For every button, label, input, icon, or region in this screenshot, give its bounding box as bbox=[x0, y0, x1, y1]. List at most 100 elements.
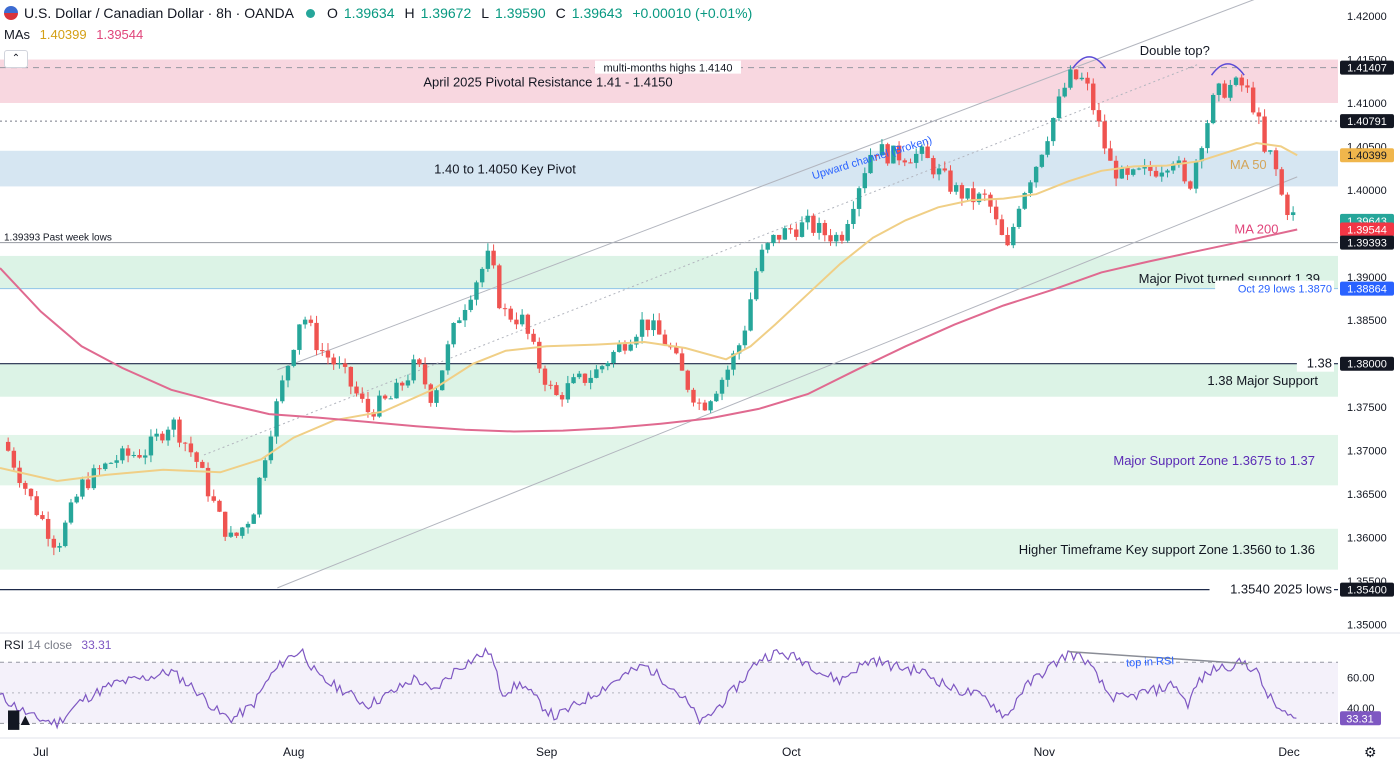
candle bbox=[108, 462, 114, 464]
gear-icon[interactable]: ⚙ bbox=[1364, 744, 1377, 760]
collapse-legend-button[interactable]: ⌃ bbox=[4, 50, 28, 68]
level-label: 1.39393 Past week lows bbox=[4, 233, 112, 244]
candle-body bbox=[91, 468, 97, 489]
candle-body bbox=[594, 369, 599, 378]
candle-body bbox=[559, 395, 565, 400]
candle bbox=[1062, 82, 1067, 98]
candle-body bbox=[103, 463, 108, 470]
candle bbox=[953, 182, 959, 195]
candle bbox=[594, 365, 599, 379]
candle bbox=[434, 387, 439, 407]
candle-body bbox=[508, 308, 513, 320]
candle-body bbox=[314, 322, 319, 351]
chart-annotation: MA 200 bbox=[1234, 221, 1278, 236]
candle bbox=[885, 142, 890, 166]
time-tick-label: Jul bbox=[33, 745, 48, 759]
candle bbox=[308, 315, 314, 327]
candle-body bbox=[1148, 165, 1153, 171]
candle-body bbox=[862, 173, 868, 189]
candle bbox=[1268, 150, 1273, 155]
candle-body bbox=[1028, 182, 1033, 194]
candle bbox=[588, 370, 593, 390]
candle-body bbox=[816, 222, 822, 233]
zone-label: Higher Timeframe Key support Zone 1.3560… bbox=[1019, 542, 1315, 557]
rsi-legend[interactable]: RSI 14 close 33.31 bbox=[4, 638, 111, 652]
price-tick-label: 1.38500 bbox=[1347, 315, 1387, 327]
candle-body bbox=[388, 398, 393, 400]
candle bbox=[371, 409, 376, 421]
candle-body bbox=[742, 330, 748, 346]
price-tag-label: 1.40399 bbox=[1347, 150, 1387, 162]
candle bbox=[1011, 223, 1016, 249]
price-tag bbox=[1340, 222, 1394, 237]
candle bbox=[645, 319, 650, 337]
candle-body bbox=[1239, 77, 1244, 86]
candle bbox=[262, 456, 268, 482]
candle-body bbox=[914, 153, 919, 163]
candle bbox=[400, 381, 405, 391]
channel-midline bbox=[203, 63, 1200, 456]
candle bbox=[936, 163, 942, 181]
rsi-line bbox=[0, 646, 1297, 730]
candle bbox=[919, 144, 925, 161]
price-tick-label: 1.37500 bbox=[1347, 402, 1387, 414]
candle-body bbox=[537, 341, 542, 369]
candle bbox=[725, 365, 730, 387]
candle-body bbox=[776, 234, 782, 240]
candle-body bbox=[1011, 226, 1016, 246]
candle bbox=[856, 186, 862, 217]
candle-body bbox=[856, 188, 862, 209]
candle bbox=[1176, 156, 1182, 168]
candle bbox=[114, 454, 119, 468]
price-tick-label: 1.42000 bbox=[1347, 11, 1387, 23]
moving-averages-legend[interactable]: MAs 1.40399 1.39544 bbox=[4, 27, 143, 42]
candle-body bbox=[571, 377, 576, 384]
candle-body bbox=[28, 488, 34, 497]
candle bbox=[165, 426, 171, 446]
candle-body bbox=[794, 229, 799, 237]
candle bbox=[862, 167, 868, 194]
candle bbox=[422, 357, 428, 389]
candle-body bbox=[228, 532, 234, 537]
candle-body bbox=[771, 234, 776, 244]
candle-body bbox=[485, 250, 491, 269]
candle-body bbox=[1245, 85, 1250, 88]
candle bbox=[491, 244, 496, 269]
candle-body bbox=[1045, 141, 1050, 155]
open-value: 1.39634 bbox=[343, 5, 395, 21]
candle-body bbox=[342, 363, 348, 367]
symbol-title[interactable]: U.S. Dollar / Canadian Dollar · 8h · OAN… bbox=[24, 5, 294, 21]
candle bbox=[331, 353, 336, 370]
candle bbox=[1108, 140, 1113, 161]
candle-body bbox=[999, 219, 1005, 235]
rsi-divergence-line bbox=[1068, 650, 1249, 665]
candle bbox=[1228, 79, 1233, 102]
candle bbox=[325, 343, 331, 365]
candle bbox=[685, 369, 690, 393]
candle bbox=[457, 317, 462, 324]
price-tag-label: 1.38000 bbox=[1347, 359, 1387, 371]
candle-body bbox=[719, 379, 725, 394]
rsi-value-tag bbox=[1340, 711, 1381, 726]
candle bbox=[320, 343, 325, 356]
candle bbox=[999, 214, 1005, 236]
high-label: H bbox=[404, 5, 415, 21]
candle bbox=[451, 322, 456, 348]
candle-body bbox=[320, 350, 325, 352]
candle bbox=[879, 139, 885, 156]
candle-body bbox=[171, 419, 176, 430]
price-tag-label: 1.39393 bbox=[1347, 238, 1387, 250]
candle bbox=[514, 312, 519, 330]
tradingview-logo-icon[interactable]: █▲ bbox=[8, 712, 33, 729]
candle bbox=[657, 313, 662, 335]
candle-body bbox=[953, 185, 959, 192]
zone-band bbox=[0, 434, 1338, 486]
candle-body bbox=[1279, 169, 1284, 195]
candle-body bbox=[1102, 121, 1107, 149]
candle bbox=[1045, 136, 1050, 158]
candle-body bbox=[445, 344, 451, 371]
candle bbox=[993, 200, 999, 226]
candle bbox=[348, 366, 354, 395]
candle bbox=[280, 375, 285, 404]
